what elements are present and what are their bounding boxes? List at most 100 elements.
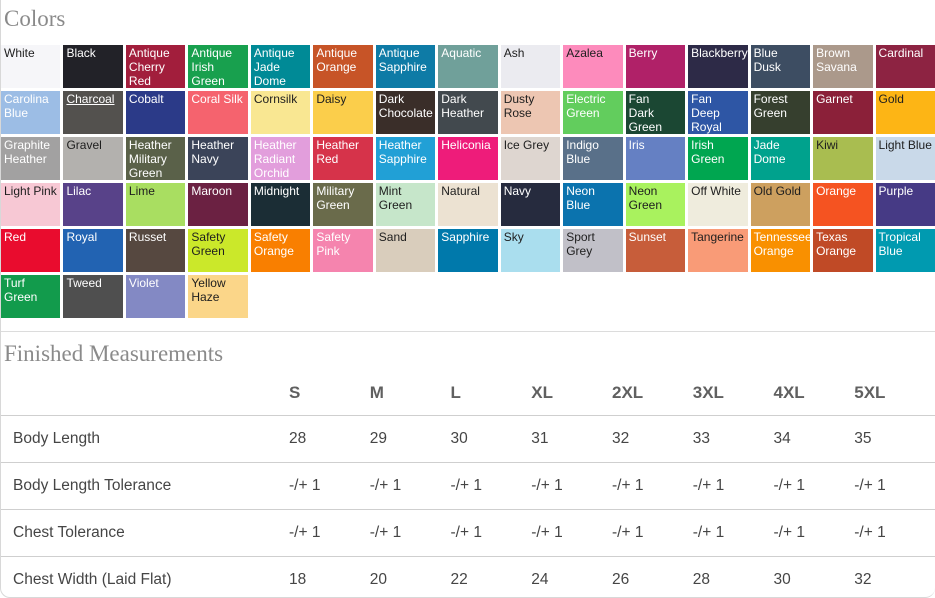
measurement-value: -/+ 1 — [450, 523, 482, 541]
color-swatch[interactable]: Gravel — [63, 137, 123, 181]
color-swatch[interactable]: Daisy — [313, 91, 373, 135]
color-swatch[interactable]: Antique Cherry Red — [125, 45, 186, 89]
color-swatch-label: White — [4, 46, 35, 61]
color-swatch[interactable]: Mint Green — [375, 183, 436, 227]
color-swatch[interactable]: Black — [63, 45, 123, 89]
color-swatch[interactable]: Neon Blue — [563, 183, 623, 227]
color-swatch[interactable]: Heather Military Green — [125, 137, 186, 181]
color-swatch[interactable]: Fan Deep Royal — [688, 91, 748, 135]
color-swatch[interactable]: Tangerine — [688, 229, 748, 273]
color-swatch[interactable]: Tweed — [63, 275, 123, 319]
color-swatch[interactable]: Neon Green — [625, 183, 686, 227]
color-swatch[interactable]: Blackberry — [688, 45, 748, 89]
color-swatch[interactable]: Fan Dark Green — [625, 91, 686, 135]
color-swatch[interactable]: Heather Red — [313, 137, 373, 181]
color-swatch[interactable]: Safety Green — [188, 229, 248, 273]
color-swatch[interactable]: Sand — [375, 229, 436, 273]
color-swatch[interactable]: Carolina Blue — [1, 91, 61, 135]
color-swatch[interactable]: Turf Green — [1, 275, 61, 319]
color-swatch[interactable]: Maroon — [188, 183, 248, 227]
color-swatch[interactable]: Aquatic — [438, 45, 498, 89]
color-swatch[interactable]: Cornsilk — [250, 91, 311, 135]
color-swatch[interactable]: Sky — [500, 229, 561, 273]
color-swatch[interactable]: Safety Pink — [313, 229, 373, 273]
color-swatch[interactable]: Graphite Heather — [1, 137, 61, 181]
color-swatch[interactable]: Blue Dusk — [750, 45, 811, 89]
color-swatch[interactable]: Tropical Blue — [875, 229, 935, 273]
color-swatch[interactable]: Dark Chocolate — [375, 91, 436, 135]
color-swatch-label: Coral Silk — [191, 92, 243, 107]
color-swatch[interactable]: Coral Silk — [188, 91, 248, 135]
color-swatch[interactable]: Texas Orange — [813, 229, 873, 273]
color-swatch[interactable]: Brown Savana — [813, 45, 873, 89]
color-swatch[interactable]: Antique Irish Green — [188, 45, 248, 89]
color-swatch[interactable]: Indigo Blue — [563, 137, 623, 181]
color-swatch[interactable]: White — [1, 45, 61, 89]
color-swatch[interactable]: Navy — [500, 183, 561, 227]
color-swatch[interactable]: Antique Jade Dome — [250, 45, 311, 89]
color-swatch[interactable]: Old Gold — [750, 183, 811, 227]
color-swatch[interactable]: Electric Green — [563, 91, 623, 135]
color-swatch[interactable]: Antique Sapphire — [375, 45, 436, 89]
color-swatch-label: Ash — [503, 46, 525, 61]
color-swatch-label: Antique Cherry Red — [128, 46, 170, 89]
color-swatch[interactable]: Midnight — [250, 183, 311, 227]
color-swatch[interactable]: Sport Grey — [563, 229, 623, 273]
color-swatch[interactable]: Heliconia — [438, 137, 498, 181]
color-swatch[interactable]: Azalea — [563, 45, 623, 89]
color-swatch[interactable]: Antique Orange — [313, 45, 373, 89]
color-swatch[interactable]: Orange — [813, 183, 873, 227]
color-swatch[interactable]: Iris — [625, 137, 686, 181]
color-swatch[interactable]: Natural — [438, 183, 498, 227]
color-swatch[interactable]: Russet — [125, 229, 186, 273]
color-swatch[interactable]: Ice Grey — [500, 137, 561, 181]
color-swatch[interactable]: Ash — [500, 45, 561, 89]
color-swatch[interactable]: Forest Green — [750, 91, 811, 135]
color-swatch[interactable]: Off White — [688, 183, 748, 227]
color-swatch[interactable]: Sunset — [625, 229, 686, 273]
color-swatch[interactable]: Jade Dome — [750, 137, 811, 181]
color-swatch[interactable]: Garnet — [813, 91, 873, 135]
color-swatch-label: Sand — [378, 230, 407, 245]
color-swatch[interactable]: Berry — [625, 45, 686, 89]
measurement-value: 28 — [289, 429, 307, 447]
color-swatch[interactable]: Sapphire — [438, 229, 498, 273]
color-swatch[interactable]: Heather Radiant Orchid — [250, 137, 311, 181]
color-swatch[interactable]: Light Blue — [875, 137, 935, 181]
color-swatch[interactable]: Safety Orange — [250, 229, 311, 273]
measurement-value: 34 — [773, 429, 791, 447]
color-swatch[interactable]: Irish Green — [688, 137, 748, 181]
color-swatch[interactable]: Heather Sapphire — [375, 137, 436, 181]
color-swatch[interactable]: Red — [1, 229, 61, 273]
color-swatch-label: Charcoal — [66, 92, 115, 107]
color-swatch[interactable]: Violet — [125, 275, 186, 319]
color-swatch[interactable]: Cardinal — [875, 45, 935, 89]
color-swatch[interactable]: Military Green — [313, 183, 373, 227]
color-swatch-label: Neon Blue — [566, 184, 595, 213]
size-column-header: 5XL — [854, 382, 886, 402]
measurement-row-label: Body Length Tolerance — [13, 476, 172, 494]
colors-heading: Colors — [4, 6, 66, 31]
color-swatch[interactable]: Gold — [875, 91, 935, 135]
color-swatch[interactable]: Heather Navy — [188, 137, 248, 181]
color-swatch[interactable]: Lime — [125, 183, 186, 227]
color-swatch[interactable]: Yellow Haze — [188, 275, 248, 319]
measurement-row-label: Chest Width (Laid Flat) — [13, 570, 172, 588]
color-swatch[interactable]: Lilac — [63, 183, 123, 227]
color-swatch[interactable]: Light Pink — [1, 183, 61, 227]
color-swatch[interactable]: Kiwi — [813, 137, 873, 181]
color-swatch-label: Heather Red — [316, 138, 360, 167]
measurement-row: Body Length Tolerance -/+ 1 -/+ 1 -/+ 1 -/+ … — [1, 462, 935, 509]
color-swatch-label: Heather Military Green — [128, 138, 172, 181]
color-swatch[interactable]: Dusty Rose — [500, 91, 561, 135]
color-swatch-label: Azalea — [566, 46, 603, 61]
size-column-header: M — [369, 382, 384, 402]
color-swatch[interactable]: Tennessee Orange — [750, 229, 811, 273]
color-swatch[interactable]: Purple — [875, 183, 935, 227]
color-swatch[interactable]: Royal — [63, 229, 123, 273]
color-swatch[interactable]: Dark Heather — [438, 91, 498, 135]
color-swatch[interactable]: Cobalt — [125, 91, 186, 135]
color-swatch[interactable]: Charcoal — [63, 91, 123, 135]
color-swatch-label: Sunset — [628, 230, 667, 245]
measurement-value: -/+ 1 — [854, 476, 886, 494]
